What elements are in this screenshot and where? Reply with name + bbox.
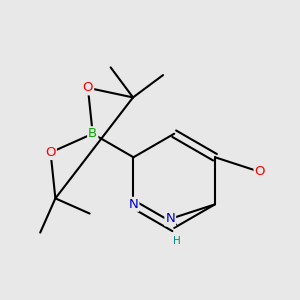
Text: B: B bbox=[88, 127, 97, 140]
Text: N: N bbox=[165, 212, 175, 225]
Text: O: O bbox=[45, 146, 56, 159]
Text: O: O bbox=[254, 165, 265, 178]
Text: H: H bbox=[173, 236, 181, 246]
Text: N: N bbox=[129, 198, 138, 211]
Text: O: O bbox=[82, 81, 93, 94]
